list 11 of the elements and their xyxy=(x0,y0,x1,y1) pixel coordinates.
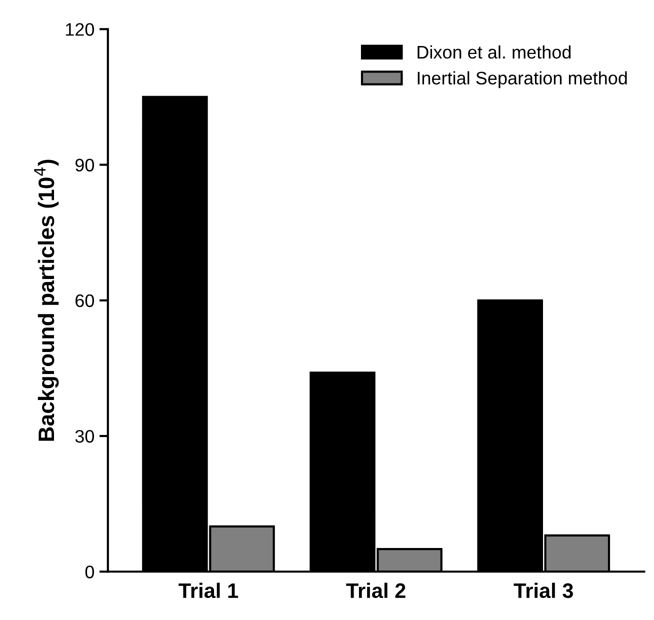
legend-label: Inertial Separation method xyxy=(418,71,627,88)
y-tick-label: 30 xyxy=(75,430,94,443)
y-tick-label: 60 xyxy=(76,294,94,308)
legend-label: Dixon et al. method xyxy=(418,45,571,59)
x-tick-label: Trial 1 xyxy=(178,582,238,598)
y-tick-label: 120 xyxy=(66,23,94,36)
y-tick-label: 0 xyxy=(85,566,94,578)
x-tick-label: Trial 2 xyxy=(346,582,406,598)
y-axis-title: Background particles (10$^{4}$) xyxy=(34,160,59,441)
x-tick-label: Trial 3 xyxy=(514,582,573,598)
y-tick-label: 90 xyxy=(75,158,94,172)
